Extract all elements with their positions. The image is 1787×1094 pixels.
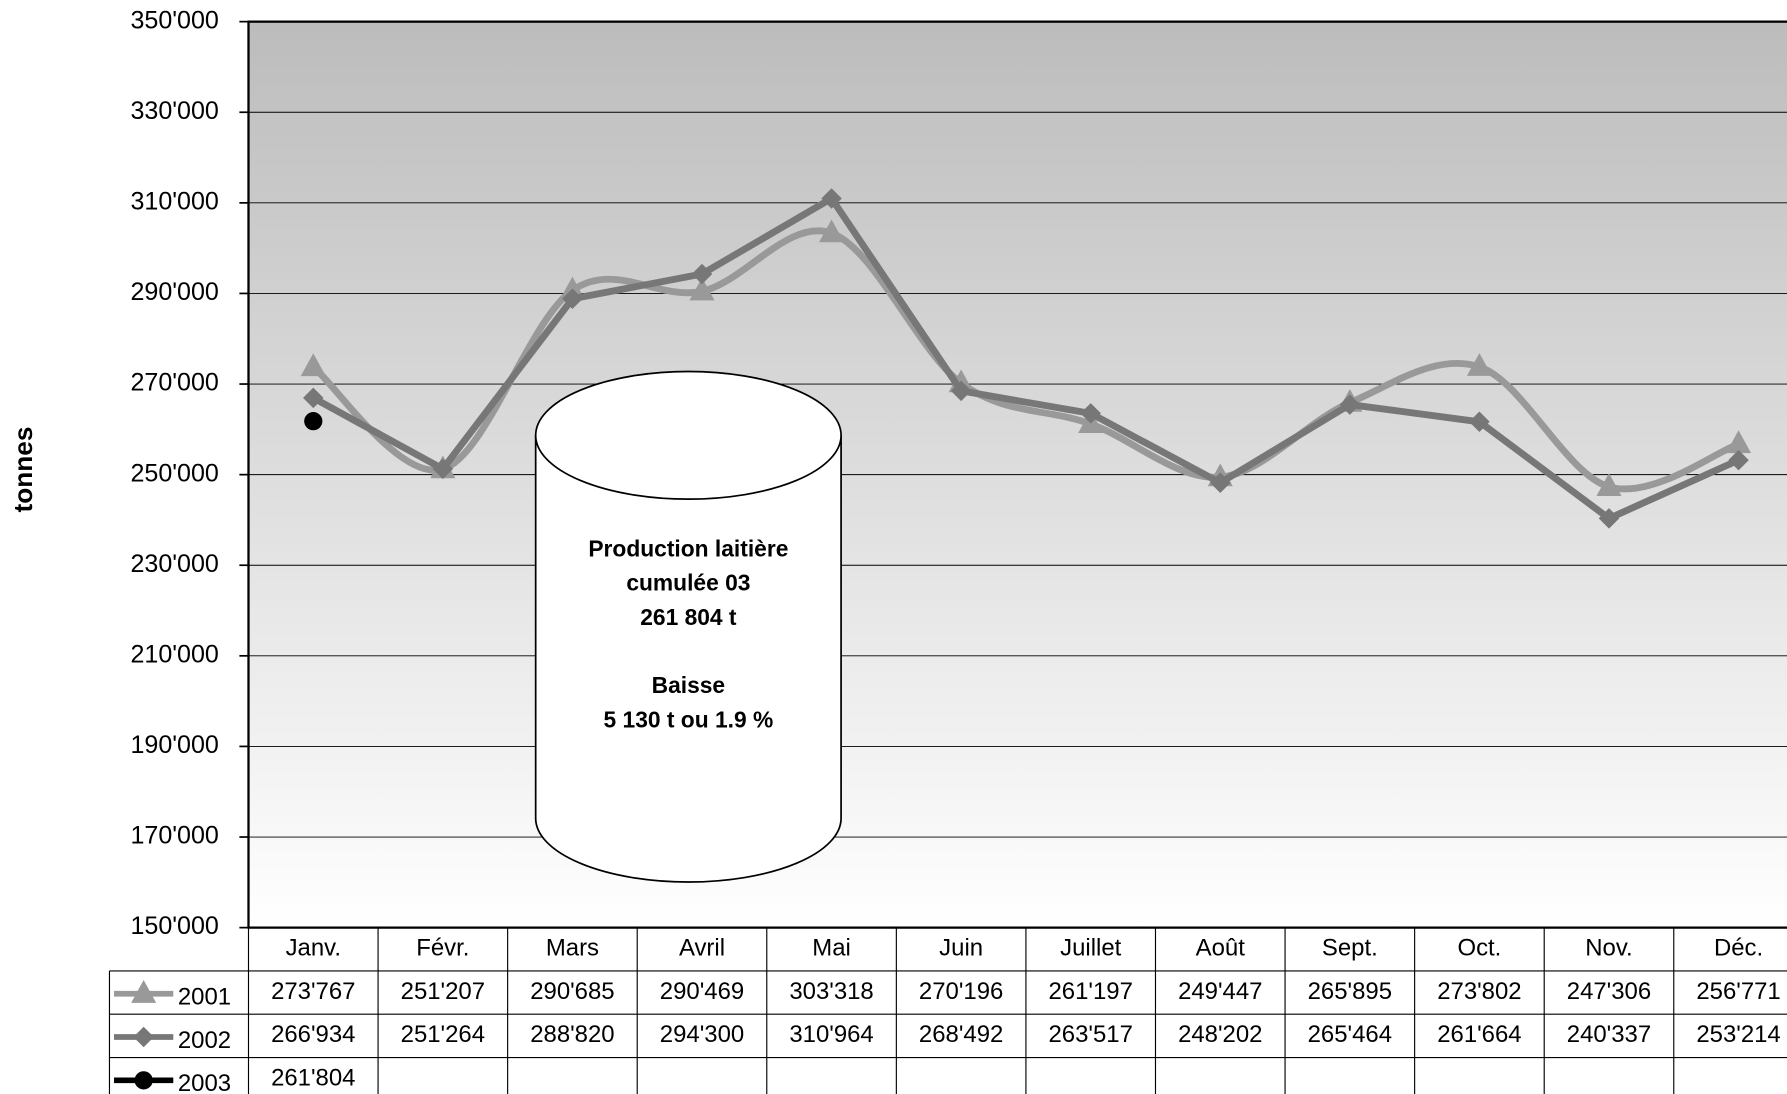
marker bbox=[135, 1071, 153, 1089]
x-tick-label: Oct. bbox=[1457, 935, 1501, 962]
x-tick-label: Juin bbox=[939, 935, 983, 962]
table-value: 266'934 bbox=[271, 1021, 355, 1048]
table-value: 248'202 bbox=[1178, 1021, 1262, 1048]
x-tick-label: Avril bbox=[679, 935, 725, 962]
table-value: 310'964 bbox=[789, 1021, 873, 1048]
table-value: 265'464 bbox=[1308, 1021, 1392, 1048]
table-value: 249'447 bbox=[1178, 978, 1262, 1005]
x-tick-label: Mars bbox=[546, 935, 599, 962]
table-value: 294'300 bbox=[660, 1021, 744, 1048]
y-tick-label: 230'000 bbox=[130, 550, 218, 578]
y-axis-label: tonnes bbox=[8, 427, 38, 513]
annotation-text: Baisse bbox=[652, 672, 725, 698]
table-value: 290'685 bbox=[530, 978, 614, 1005]
table-value: 261'664 bbox=[1437, 1021, 1521, 1048]
annotation-text: 261 804 t bbox=[640, 604, 737, 630]
y-tick-label: 330'000 bbox=[130, 97, 218, 125]
legend-label: 2003 bbox=[178, 1070, 231, 1094]
table-value: 251'264 bbox=[401, 1021, 485, 1048]
x-tick-label: Sept. bbox=[1322, 935, 1378, 962]
table-value: 265'895 bbox=[1308, 978, 1392, 1005]
chart: tonnes 150'000 170'000 190'000 210'000 230'0… bbox=[0, 0, 1787, 1094]
table-value: 290'469 bbox=[660, 978, 744, 1005]
table-value: 263'517 bbox=[1049, 1021, 1133, 1048]
table-value: 270'196 bbox=[919, 978, 1003, 1005]
y-tick-label: 310'000 bbox=[130, 187, 218, 215]
table-value: 256'771 bbox=[1696, 978, 1780, 1005]
legend-label: 2002 bbox=[178, 1027, 231, 1054]
y-tick-label: 150'000 bbox=[130, 912, 218, 940]
table-value: 288'820 bbox=[530, 1021, 614, 1048]
x-tick-label: Mai bbox=[812, 935, 851, 962]
legend-label: 2001 bbox=[178, 984, 231, 1011]
table-value: 303'318 bbox=[789, 978, 873, 1005]
annotation-text: cumulée 03 bbox=[626, 570, 750, 596]
y-tick-label: 250'000 bbox=[130, 459, 218, 487]
y-tick-label: 350'000 bbox=[130, 6, 218, 34]
y-tick-label: 290'000 bbox=[130, 278, 218, 306]
annotation-cylinder: Production laitière cumulée 03 261 804 t Ba… bbox=[536, 372, 841, 883]
x-tick-label: Déc. bbox=[1714, 935, 1763, 962]
table-value: 251'207 bbox=[401, 978, 485, 1005]
x-tick-label: Août bbox=[1196, 935, 1246, 962]
y-tick-label: 270'000 bbox=[130, 369, 218, 397]
x-tick-label: Nov. bbox=[1585, 935, 1632, 962]
annotation-text: 5 130 t ou 1.9 % bbox=[604, 706, 774, 732]
y-tick-label: 190'000 bbox=[130, 731, 218, 759]
x-tick-label: Juillet bbox=[1060, 935, 1122, 962]
table-value: 240'337 bbox=[1567, 1021, 1651, 1048]
y-tick-label: 210'000 bbox=[130, 640, 218, 668]
table-value: 268'492 bbox=[919, 1021, 1003, 1048]
marker bbox=[133, 1027, 154, 1048]
marker bbox=[304, 412, 322, 430]
table-value: 253'214 bbox=[1696, 1021, 1780, 1048]
table-value: 273'802 bbox=[1437, 978, 1521, 1005]
table-value: 273'767 bbox=[271, 978, 355, 1005]
table-value: 261'804 bbox=[271, 1065, 355, 1092]
y-tick-label: 170'000 bbox=[130, 822, 218, 850]
x-tick-label: Févr. bbox=[416, 935, 469, 962]
x-tick-label: Janv. bbox=[286, 935, 341, 962]
table-value: 247'306 bbox=[1567, 978, 1651, 1005]
annotation-text: Production laitière bbox=[588, 535, 788, 561]
table-value: 261'197 bbox=[1049, 978, 1133, 1005]
